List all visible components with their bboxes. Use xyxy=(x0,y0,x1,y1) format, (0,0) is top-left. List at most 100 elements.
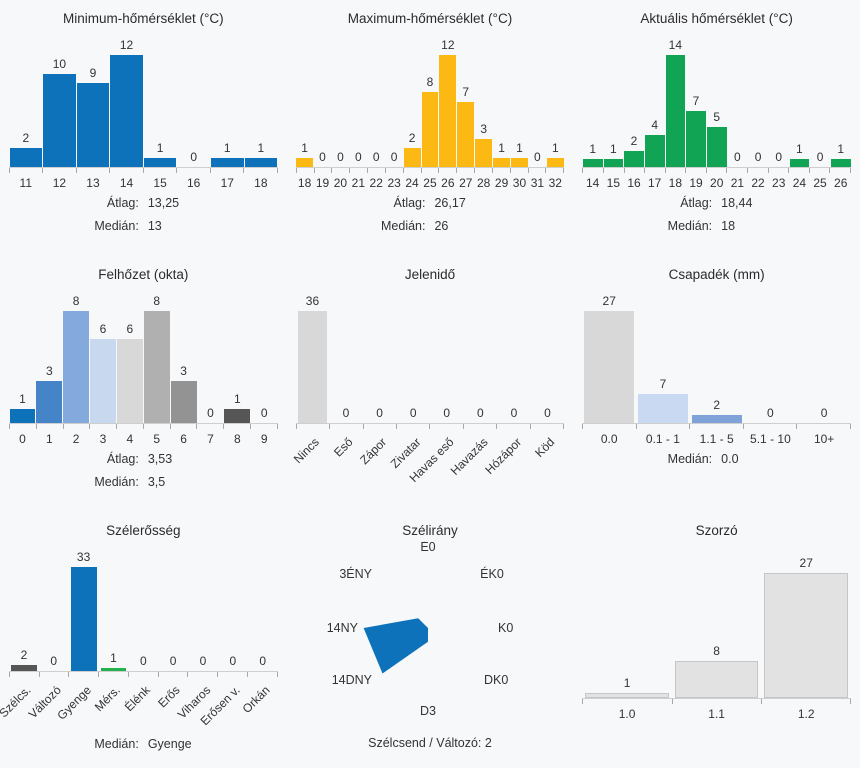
bar-column: 8 xyxy=(421,75,439,167)
axis-tick xyxy=(796,424,851,429)
bar-value-label: 2 xyxy=(22,131,30,145)
axis-tick xyxy=(35,424,63,429)
bar-value-label: 27 xyxy=(799,556,813,570)
bar xyxy=(296,158,314,167)
bar-column: 8 xyxy=(143,294,170,423)
bar-value-label: 6 xyxy=(126,322,134,336)
bar xyxy=(403,148,421,167)
bar-value-label: 1 xyxy=(796,142,803,156)
x-tick-label: Nincs xyxy=(291,429,330,483)
bar-column: 1 xyxy=(493,141,511,167)
stat-row: Medián: 3,5 xyxy=(9,471,278,494)
bar xyxy=(764,573,848,698)
chart-present-weather: Jelenidő 36 0 0 0 0 0 0 0 Nincs Eső Zápor Zivatar Hav… xyxy=(287,256,574,512)
chart-title: Csapadék (mm) xyxy=(668,267,765,282)
x-tick-label: 16 xyxy=(627,176,641,190)
bar-value-label: 8 xyxy=(426,75,434,89)
bar-column: 0 xyxy=(396,406,430,423)
axis-tick xyxy=(313,168,332,173)
axis-tick xyxy=(491,168,510,173)
bar-value-label: 4 xyxy=(651,118,659,132)
x-tick-label: 6 xyxy=(180,432,187,446)
axis-tick xyxy=(429,424,462,429)
stat-value: 26,17 xyxy=(434,196,466,210)
bar-value-label: 1 xyxy=(589,142,596,156)
bar-column: 1 xyxy=(9,392,36,423)
bar-column: 1 xyxy=(582,676,672,698)
bar-column: 0 xyxy=(531,406,565,423)
axis-line xyxy=(295,167,565,173)
x-tick-label: 1 xyxy=(45,432,53,446)
x-tick-label: 18 xyxy=(254,176,268,190)
bar-value-label: 5 xyxy=(713,110,721,124)
stat-value: 18 xyxy=(721,219,736,233)
bar-value-label: 8 xyxy=(72,294,80,308)
bar-value-label: 10 xyxy=(52,57,67,71)
bar-column: 1 xyxy=(546,141,564,167)
bar-value-label: 0 xyxy=(337,150,344,164)
bar-value-label: 0 xyxy=(376,406,383,420)
bar-column: 1 xyxy=(603,142,624,167)
axis-tick xyxy=(217,672,247,677)
x-axis-labels: Nincs Eső Zápor Zivatar Havas eső Havazás Hózá… xyxy=(291,429,565,485)
axis-tick xyxy=(68,672,98,677)
axis-tick xyxy=(644,168,665,173)
x-axis-labels: Szélcs. Változó Gyenge Mérs. Élénk Erős Viharo… xyxy=(0,677,278,731)
bar-column: 1 xyxy=(296,141,314,167)
bar xyxy=(585,693,669,698)
wind-rose-direction-label: 3ÉNY xyxy=(339,566,372,581)
axis-tick xyxy=(243,168,278,173)
bar-value-label: 12 xyxy=(119,38,134,52)
bar xyxy=(421,92,439,167)
bar xyxy=(11,665,37,671)
stat-row: Átlag: 13,25 xyxy=(9,192,278,215)
axis-tick xyxy=(635,424,690,429)
axis-tick xyxy=(246,672,278,677)
x-tick-label: 5.1 - 10 xyxy=(750,432,791,446)
bar-value-label: 0 xyxy=(534,150,541,164)
x-tick-label: 27 xyxy=(459,176,473,190)
bar xyxy=(9,409,36,423)
x-axis-labels: 14 15 16 17 18 19 20 21 22 23 24 25 26 xyxy=(582,173,851,190)
chart-precipitation: Csapadék (mm) 27 7 2 0 0 0.0 0.1 - 1 1.1 - 5 5.1 … xyxy=(573,256,860,512)
bar-value-label: 0 xyxy=(754,150,762,164)
bar-value-label: 1 xyxy=(609,142,617,156)
x-tick-label: 18 xyxy=(297,176,312,190)
stat-label: Átlag: xyxy=(106,196,139,210)
bar-plot: 2 0 33 1 0 0 0 0 0 xyxy=(9,547,278,671)
x-tick-label-text: Nincs xyxy=(291,435,323,467)
bar-column: 27 xyxy=(761,556,851,698)
bar xyxy=(830,159,851,167)
bar-column: 36 xyxy=(296,294,330,423)
axis-tick xyxy=(157,672,188,677)
axis-tick xyxy=(331,168,349,173)
bar-value-label: 0 xyxy=(229,654,237,668)
stat-row: Medián: 18 xyxy=(582,215,851,238)
bar-column: 0 xyxy=(367,150,385,167)
x-tick-label-text: Zápor xyxy=(357,435,390,468)
stat-value: 13 xyxy=(147,219,162,233)
axis-tick xyxy=(196,424,223,429)
bar-column: 1 xyxy=(582,142,603,167)
bar-value-label: 0 xyxy=(50,654,58,668)
wind-rose-direction-label: 14DNY xyxy=(332,673,373,687)
x-tick-label: 3 xyxy=(99,432,107,446)
axis-tick xyxy=(438,168,456,173)
axis-tick xyxy=(295,168,314,173)
bar-column: 12 xyxy=(110,38,144,167)
bar xyxy=(546,158,564,167)
x-tick-label: 29 xyxy=(494,176,509,190)
bar-value-label: 3 xyxy=(480,122,488,136)
bar-column: 1 xyxy=(143,141,177,167)
chart-multiplier: Szorzó 1 8 27 1.0 1.1 1.2 xyxy=(573,512,860,768)
axis-tick xyxy=(582,699,671,704)
bar xyxy=(297,311,328,423)
axis-tick xyxy=(456,168,474,173)
bar-column: 0 xyxy=(331,150,349,167)
chart-stats: Medián: 0.0 xyxy=(582,448,851,471)
x-tick-label: 23 xyxy=(772,176,786,190)
bar-column: 1 xyxy=(244,141,278,167)
axis-tick xyxy=(509,168,528,173)
stat-label: Medián: xyxy=(381,219,426,233)
axis-tick xyxy=(808,168,830,173)
